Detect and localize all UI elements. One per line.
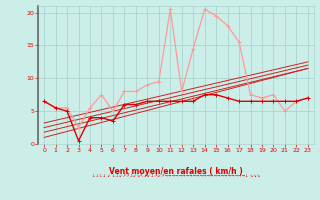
X-axis label: Vent moyen/en rafales ( km/h ): Vent moyen/en rafales ( km/h ) [109, 167, 243, 176]
Text: ↓↓↓↓ ↙ ↓↓↙↗↗↓↙↘↖↓↙↓↗↙↗→→→→→→→→→→→→→→→→→→→→→→→↓ ↘↘↘: ↓↓↓↓ ↙ ↓↓↙↗↗↓↙↘↖↓↙↓↗↙↗→→→→→→→→→→→→→→→→→→… [92, 174, 260, 178]
